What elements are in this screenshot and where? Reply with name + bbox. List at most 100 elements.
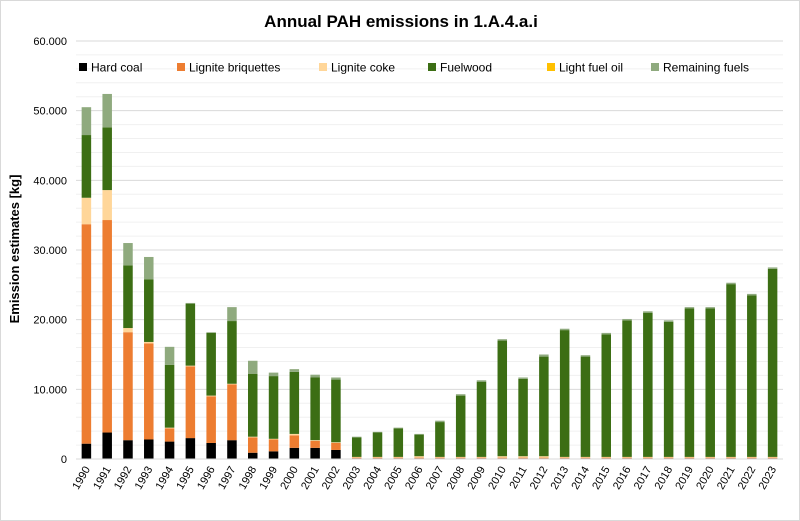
bar-segment-lignite-briquettes-2022 bbox=[747, 457, 757, 459]
bar-segment-lignite-coke-1999 bbox=[268, 438, 279, 440]
bar-segment-lignite-briquettes-2007 bbox=[435, 457, 445, 459]
bar-segment-lignite-coke-1996 bbox=[206, 395, 216, 397]
x-tick-label: 2012 bbox=[528, 465, 551, 492]
bar-segment-hard-coal-1994 bbox=[164, 441, 175, 459]
bar-segment-lignite-briquettes-2003 bbox=[351, 457, 362, 459]
x-ticks: 1990199119921993199419951996199719981999… bbox=[70, 465, 779, 492]
bar-segment-lignite-coke-2013 bbox=[559, 456, 570, 458]
bar-segment-lignite-briquettes-2014 bbox=[580, 457, 591, 459]
bar-segment-lignite-briquettes-2018 bbox=[663, 457, 674, 459]
x-tick-label: 2003 bbox=[341, 465, 364, 492]
bar-segment-remaining-fuels-1991 bbox=[102, 93, 112, 128]
bar-segment-lignite-coke-2019 bbox=[684, 456, 695, 458]
bar-segment-hard-coal-2001 bbox=[310, 447, 320, 459]
bar-segment-remaining-fuels-1993 bbox=[144, 256, 154, 280]
bar-segment-fuelwood-2001 bbox=[310, 377, 320, 441]
bar-segment-fuelwood-2006 bbox=[414, 434, 424, 457]
bar-segment-fuelwood-1995 bbox=[185, 303, 196, 366]
bar-segment-lignite-briquettes-2008 bbox=[455, 457, 466, 459]
x-tick-label: 2009 bbox=[465, 465, 488, 492]
bar-segment-remaining-fuels-2009 bbox=[476, 380, 487, 382]
legend-label: Hard coal bbox=[91, 61, 142, 75]
bar-segment-lignite-briquettes-1991 bbox=[102, 220, 112, 433]
bar-segment-lignite-coke-2011 bbox=[518, 456, 528, 458]
bar-segment-fuelwood-1990 bbox=[81, 135, 92, 198]
bar-segment-remaining-fuels-2003 bbox=[351, 436, 362, 438]
bar-segment-lignite-briquettes-2002 bbox=[331, 442, 341, 450]
bar-segment-hard-coal-2000 bbox=[289, 447, 300, 459]
legend-label: Remaining fuels bbox=[663, 61, 749, 75]
x-tick-label: 2015 bbox=[590, 465, 613, 492]
bar-segment-fuelwood-2013 bbox=[559, 330, 570, 457]
bar-segment-lignite-coke-1993 bbox=[144, 341, 154, 344]
bar-segment-lignite-briquettes-2006 bbox=[414, 457, 424, 459]
bars bbox=[76, 93, 783, 460]
bar-segment-fuelwood-2023 bbox=[767, 268, 778, 457]
y-tick-label: 30.000 bbox=[33, 245, 67, 257]
bar-segment-lignite-briquettes-1990 bbox=[81, 224, 92, 444]
bar-segment-fuelwood-2000 bbox=[289, 371, 300, 434]
legend-label: Lignite briquettes bbox=[189, 61, 280, 75]
bar-segment-lignite-briquettes-2009 bbox=[476, 457, 487, 459]
y-tick-label: 60.000 bbox=[33, 36, 67, 48]
bar-segment-lignite-briquettes-2005 bbox=[393, 457, 404, 459]
bar-segment-remaining-fuels-1998 bbox=[248, 360, 258, 375]
bar-segment-fuelwood-1994 bbox=[164, 364, 175, 428]
bar-segment-remaining-fuels-2007 bbox=[435, 420, 445, 423]
bar-segment-lignite-briquettes-2010 bbox=[497, 457, 508, 459]
gridlines bbox=[76, 40, 783, 460]
x-tick-label: 2010 bbox=[486, 465, 509, 492]
bar-segment-remaining-fuels-2013 bbox=[559, 328, 570, 331]
bar-segment-lignite-coke-2003 bbox=[351, 456, 362, 458]
bar-segment-lignite-coke-2004 bbox=[372, 456, 383, 458]
bar-segment-remaining-fuels-2017 bbox=[643, 311, 653, 313]
bar-segment-fuelwood-1991 bbox=[102, 127, 112, 191]
bar-segment-fuelwood-1992 bbox=[123, 265, 133, 329]
bar-segment-remaining-fuels-2021 bbox=[726, 282, 736, 285]
y-tick-label: 40.000 bbox=[33, 175, 67, 187]
bar-segment-lignite-coke-2006 bbox=[414, 456, 424, 458]
legend-label: Lignite coke bbox=[331, 61, 395, 75]
bar-segment-remaining-fuels-1999 bbox=[268, 372, 279, 377]
bar-segment-hard-coal-1990 bbox=[81, 443, 92, 459]
bar-segment-remaining-fuels-2006 bbox=[414, 433, 424, 435]
bar-segment-lignite-briquettes-2011 bbox=[518, 457, 528, 459]
bar-segment-lignite-briquettes-1998 bbox=[248, 437, 258, 453]
bar-segment-fuelwood-2018 bbox=[663, 321, 674, 457]
bar-segment-lignite-briquettes-1994 bbox=[164, 428, 175, 442]
bar-segment-fuelwood-2022 bbox=[747, 295, 757, 457]
bar-segment-remaining-fuels-2014 bbox=[580, 355, 591, 357]
bar-segment-lignite-briquettes-2013 bbox=[559, 457, 570, 459]
bar-segment-lignite-briquettes-2019 bbox=[684, 457, 695, 459]
bar-segment-remaining-fuels-1990 bbox=[81, 107, 92, 136]
bar-segment-remaining-fuels-1994 bbox=[164, 346, 175, 365]
bar-segment-hard-coal-1995 bbox=[185, 438, 196, 459]
bar-segment-lignite-coke-2012 bbox=[539, 456, 549, 458]
bar-segment-lignite-coke-2000 bbox=[289, 433, 300, 436]
bar-segment-hard-coal-2002 bbox=[331, 449, 341, 459]
bar-segment-fuelwood-1993 bbox=[144, 279, 154, 342]
bar-segment-lignite-briquettes-2012 bbox=[539, 457, 549, 459]
bar-segment-lignite-briquettes-2000 bbox=[289, 435, 300, 448]
bar-segment-hard-coal-1997 bbox=[227, 440, 237, 459]
bar-segment-lignite-briquettes-2004 bbox=[372, 457, 383, 459]
bar-segment-fuelwood-2003 bbox=[351, 437, 362, 457]
bar-segment-lignite-briquettes-1996 bbox=[206, 396, 216, 443]
x-tick-label: 2001 bbox=[299, 465, 322, 492]
bar-segment-remaining-fuels-2015 bbox=[601, 332, 611, 335]
legend-swatch bbox=[547, 63, 555, 71]
bar-segment-lignite-coke-2017 bbox=[643, 456, 653, 458]
x-tick-label: 2006 bbox=[403, 465, 426, 492]
x-tick-label: 2021 bbox=[715, 465, 738, 492]
bar-segment-lignite-coke-2021 bbox=[726, 456, 736, 458]
bar-segment-lignite-coke-2022 bbox=[747, 456, 757, 458]
x-tick-label: 2014 bbox=[569, 465, 592, 492]
bar-segment-lignite-briquettes-2023 bbox=[767, 457, 778, 459]
legend-swatch bbox=[428, 63, 436, 71]
x-tick-label: 1996 bbox=[195, 465, 218, 492]
x-tick-label: 2002 bbox=[320, 465, 343, 492]
bar-segment-fuelwood-2014 bbox=[580, 356, 591, 457]
bar-segment-hard-coal-1993 bbox=[144, 439, 154, 459]
bar-segment-lignite-briquettes-2015 bbox=[601, 457, 611, 459]
bar-segment-remaining-fuels-1992 bbox=[123, 243, 133, 266]
